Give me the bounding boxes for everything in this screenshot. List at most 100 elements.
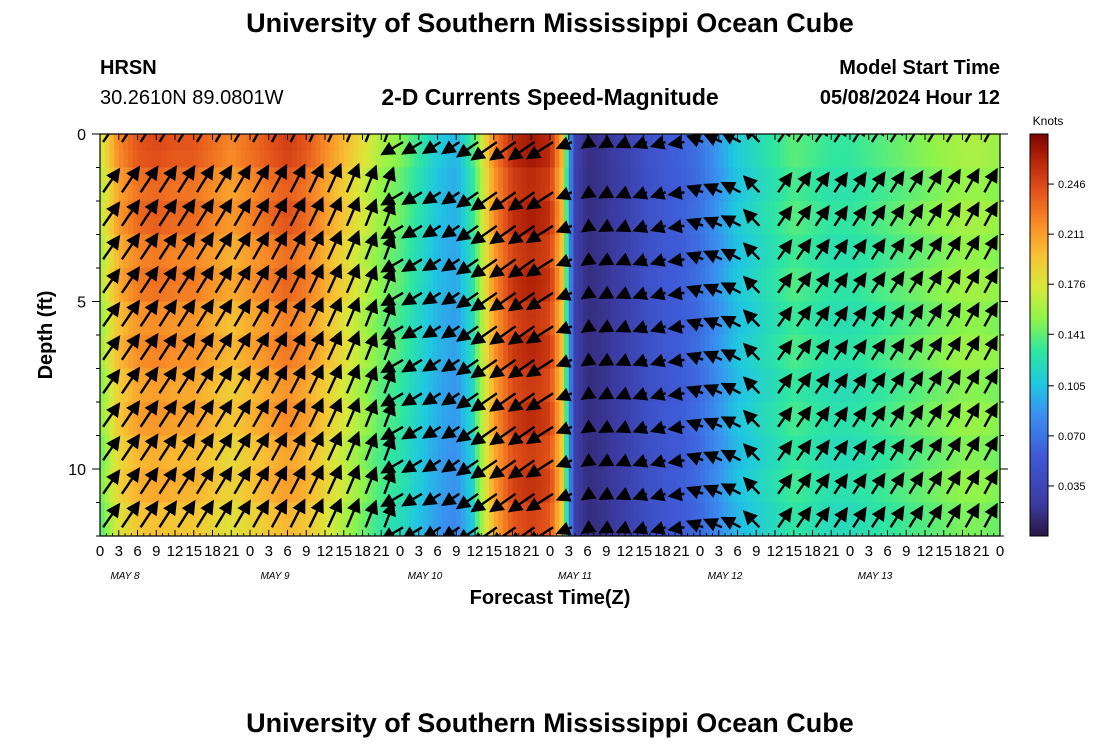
heatmap-cell <box>189 452 195 470</box>
heatmap-cell <box>395 469 401 487</box>
heatmap-cell <box>887 519 893 536</box>
heatmap-cell <box>817 184 823 202</box>
heatmap-cell <box>540 435 546 453</box>
heatmap-cell <box>714 184 720 202</box>
heatmap-cell <box>460 234 467 252</box>
heatmap-cell <box>564 435 570 453</box>
heatmap-cell <box>625 402 631 420</box>
heatmap-cell <box>887 251 893 269</box>
heatmap-cell <box>292 150 298 169</box>
heatmap-cell <box>348 452 354 470</box>
heatmap-cell <box>671 167 678 185</box>
heatmap-cell <box>212 134 218 152</box>
heatmap-cell <box>465 469 471 487</box>
heatmap-cell <box>250 134 256 152</box>
heatmap-cell <box>714 418 720 437</box>
heatmap-cell <box>910 251 917 269</box>
heatmap-cell <box>728 502 734 520</box>
current-vector <box>252 365 270 394</box>
heatmap-cell <box>287 351 293 370</box>
heatmap-cell <box>868 335 875 353</box>
heatmap-cell <box>212 268 218 286</box>
heatmap-cell <box>948 251 954 269</box>
heatmap-cell <box>629 485 635 504</box>
heatmap-cell <box>981 469 987 487</box>
current-vector <box>489 224 517 245</box>
heatmap-cell <box>704 268 710 286</box>
heatmap-cell <box>568 335 575 353</box>
heatmap-cell <box>929 519 935 536</box>
heatmap-cell <box>587 502 593 520</box>
heatmap-cell <box>634 385 640 403</box>
current-vector <box>889 237 905 260</box>
heatmap-cell <box>109 485 115 504</box>
heatmap-cell <box>376 418 382 437</box>
heatmap-cell <box>264 519 270 536</box>
current-vector <box>555 287 573 301</box>
heatmap-cell <box>231 351 237 370</box>
heatmap-cell <box>414 268 420 286</box>
heatmap-cell <box>943 368 950 386</box>
heatmap-cell <box>582 318 589 336</box>
heatmap-cell <box>104 184 110 202</box>
heatmap-cell <box>287 502 293 520</box>
heatmap-cell <box>835 485 842 504</box>
heatmap-cell <box>742 217 748 236</box>
heatmap-cell <box>315 351 321 370</box>
heatmap-cell <box>142 134 148 152</box>
heatmap-cell <box>779 134 785 152</box>
current-vector <box>214 365 233 394</box>
current-vector <box>889 304 905 327</box>
heatmap-cell <box>193 335 200 353</box>
current-vector <box>852 372 867 394</box>
heatmap-cell <box>123 502 129 520</box>
heatmap-cell <box>545 502 551 520</box>
heatmap-cell <box>582 150 589 169</box>
heatmap-cell <box>268 184 275 202</box>
heatmap-cell <box>151 485 157 504</box>
heatmap-cell <box>667 385 673 403</box>
heatmap-cell <box>807 284 814 303</box>
heatmap-cell <box>573 385 579 403</box>
heatmap-cell <box>770 217 776 236</box>
heatmap-cell <box>503 268 509 286</box>
current-vector <box>158 332 178 361</box>
current-vector <box>598 319 615 333</box>
heatmap-cell <box>114 351 120 370</box>
heatmap-cell <box>207 150 214 169</box>
heatmap-cell <box>418 368 425 386</box>
heatmap-cell <box>653 351 659 370</box>
heatmap-cell <box>625 502 631 520</box>
heatmap-cell <box>498 134 504 152</box>
heatmap-cell <box>709 150 715 169</box>
heatmap-cell <box>545 134 551 152</box>
heatmap-cell <box>775 134 781 152</box>
heatmap-cell <box>268 201 275 219</box>
heatmap-cell <box>451 268 457 286</box>
heatmap-cell <box>887 268 893 286</box>
heatmap-cell <box>282 318 289 336</box>
heatmap-cell <box>962 485 968 504</box>
heatmap-cell <box>625 167 631 185</box>
heatmap-cell <box>793 217 800 236</box>
heatmap-cell <box>123 435 129 453</box>
heatmap-cell <box>376 167 382 185</box>
heatmap-cell <box>357 385 364 403</box>
heatmap-cell <box>784 485 790 504</box>
heatmap-cell <box>775 469 781 487</box>
heatmap-cell <box>854 284 860 303</box>
heatmap-cell <box>700 201 706 219</box>
current-vector <box>777 134 793 143</box>
heatmap-cell <box>128 351 134 370</box>
heatmap-cell <box>315 485 321 504</box>
heatmap-cell <box>343 234 350 252</box>
heatmap-cell <box>142 284 148 303</box>
heatmap-cell <box>742 201 748 219</box>
heatmap-cell <box>484 351 490 370</box>
heatmap-cell <box>123 351 129 370</box>
heatmap-cell <box>868 502 875 520</box>
current-vector <box>289 330 306 361</box>
heatmap-cell <box>250 268 256 286</box>
heatmap-cell <box>395 485 401 504</box>
heatmap-cell <box>517 251 523 269</box>
